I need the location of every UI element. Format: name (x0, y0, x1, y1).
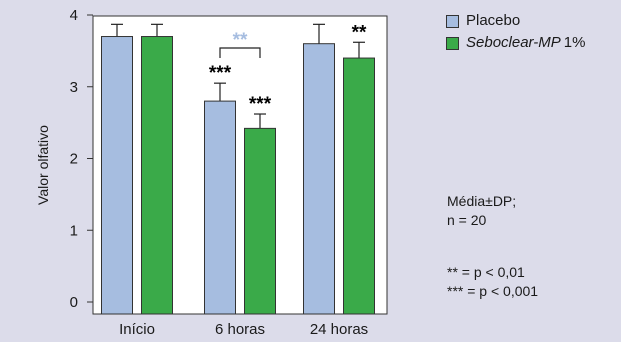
x-tick-label: Início (119, 321, 155, 338)
y-axis: 0 1 2 3 4 (70, 7, 93, 311)
legend-label-treatment-name: Seboclear-MP (466, 34, 561, 51)
treatment-swatch (446, 36, 459, 50)
legend-item-treatment: Seboclear-MP 1% (446, 32, 585, 54)
x-axis: Início 6 horas 24 horas (119, 321, 368, 338)
significance-label: *** (249, 94, 272, 115)
legend-item-placebo: Placebo (446, 10, 585, 32)
y-tick-label: 3 (70, 79, 78, 96)
y-tick-label: 2 (70, 151, 78, 168)
y-tick-label: 4 (70, 7, 78, 24)
y-tick-label: 0 (70, 294, 78, 311)
stats-note-line1: Média±DP; (447, 193, 517, 209)
y-axis-title: Valor olfativo (35, 125, 51, 205)
significance-bracket-label: ** (233, 30, 248, 51)
y-tick-label: 1 (70, 222, 78, 239)
bar-treatment (343, 57, 375, 315)
stats-note-line2: n = 20 (447, 212, 487, 228)
significance-label: ** (352, 22, 367, 43)
x-tick-label: 24 horas (310, 321, 368, 338)
bar-treatment (244, 127, 276, 315)
plot-area (92, 15, 388, 315)
bar-placebo (303, 43, 335, 315)
bars: ********** (101, 22, 375, 315)
bar-treatment (141, 36, 173, 315)
significance-note: ** = p < 0,01 *** = p < 0,001 (447, 263, 538, 301)
significance-note-line2: *** = p < 0,001 (447, 283, 539, 299)
significance-bracket (219, 47, 261, 58)
legend-label-treatment-dose: 1% (563, 34, 586, 51)
significance-label: *** (209, 63, 232, 84)
bar-placebo (101, 36, 133, 315)
bar-placebo (204, 100, 236, 315)
x-tick-label: 6 horas (215, 321, 265, 338)
significance-note-line1: ** = p < 0,01 (447, 264, 525, 280)
placebo-swatch (446, 14, 459, 28)
stats-note: Média±DP; n = 20 (447, 192, 516, 230)
legend-label-placebo: Placebo (466, 12, 521, 29)
legend: Placebo Seboclear-MP 1% (446, 10, 585, 54)
